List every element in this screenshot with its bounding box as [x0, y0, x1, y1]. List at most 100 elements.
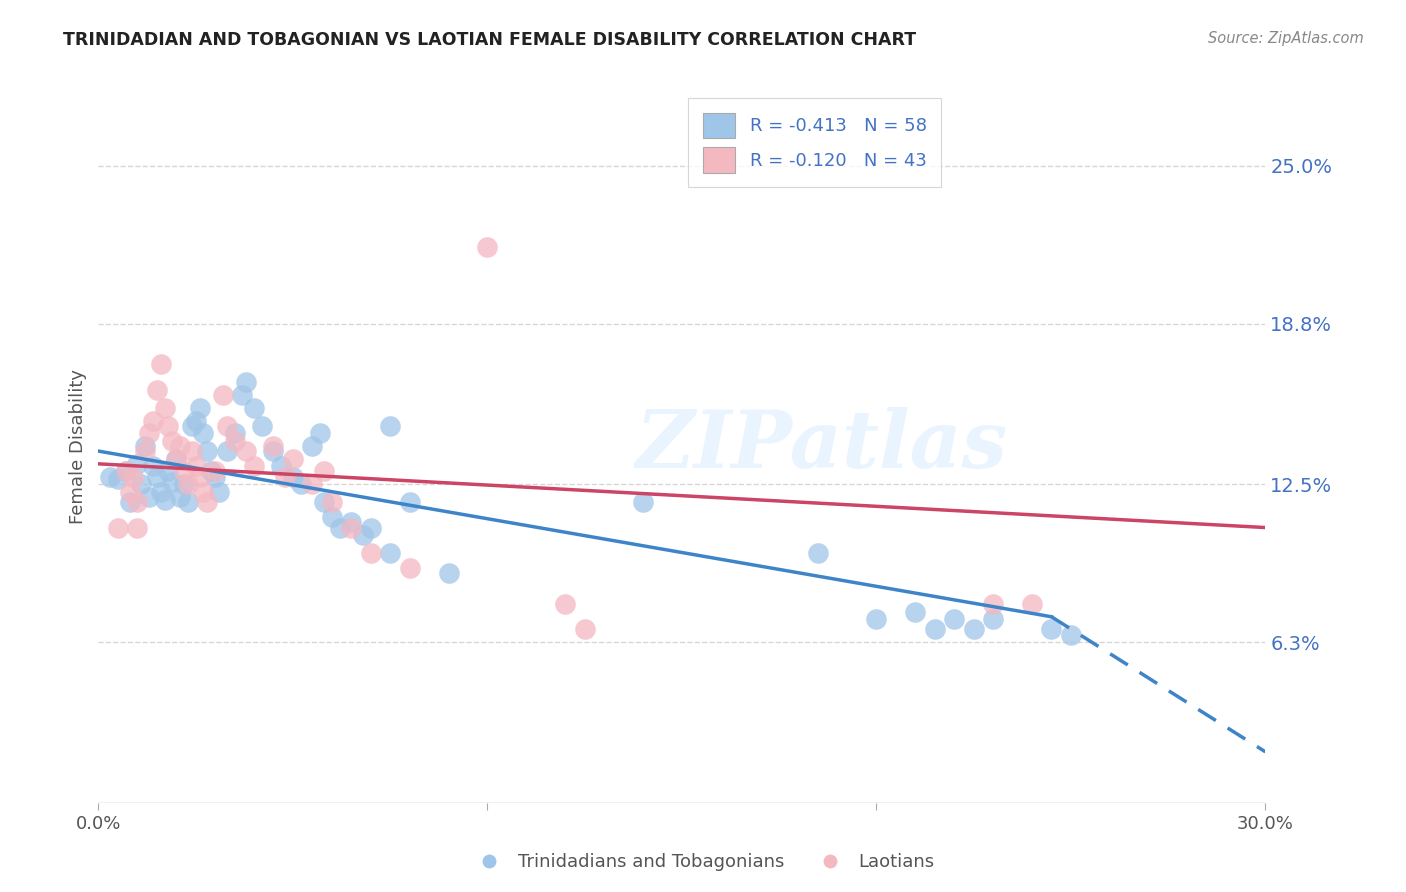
Point — [146, 383, 169, 397]
Point — [184, 413, 207, 427]
Point — [195, 444, 218, 458]
Point — [321, 495, 343, 509]
Point — [127, 520, 149, 534]
Point — [180, 418, 202, 433]
Point — [360, 546, 382, 560]
Point — [224, 434, 246, 448]
Point — [215, 444, 238, 458]
Point — [165, 451, 187, 466]
Point — [865, 612, 887, 626]
Point — [118, 484, 141, 499]
Point — [173, 477, 195, 491]
Point — [312, 465, 335, 479]
Point — [129, 477, 152, 491]
Point — [122, 469, 145, 483]
Point — [398, 561, 420, 575]
Point — [807, 546, 830, 560]
Point — [262, 439, 284, 453]
Point — [321, 510, 343, 524]
Point — [204, 469, 226, 483]
Point — [193, 426, 215, 441]
Point — [380, 418, 402, 433]
Point — [169, 490, 191, 504]
Point — [157, 418, 180, 433]
Point — [312, 495, 335, 509]
Point — [200, 465, 222, 479]
Point — [243, 401, 266, 415]
Point — [360, 520, 382, 534]
Point — [943, 612, 966, 626]
Point — [153, 492, 176, 507]
Point — [380, 546, 402, 560]
Point — [290, 477, 312, 491]
Point — [127, 495, 149, 509]
Point — [134, 439, 156, 453]
Point — [157, 465, 180, 479]
Point — [195, 495, 218, 509]
Point — [146, 469, 169, 483]
Y-axis label: Female Disability: Female Disability — [69, 368, 87, 524]
Point — [281, 451, 304, 466]
Point — [924, 623, 946, 637]
Point — [231, 388, 253, 402]
Point — [142, 413, 165, 427]
Point — [127, 457, 149, 471]
Point — [114, 465, 136, 479]
Point — [262, 444, 284, 458]
Point — [235, 444, 257, 458]
Point — [204, 465, 226, 479]
Point — [193, 484, 215, 499]
Legend: Trinidadians and Tobagonians, Laotians: Trinidadians and Tobagonians, Laotians — [464, 847, 942, 879]
Point — [250, 418, 273, 433]
Point — [352, 528, 374, 542]
Point — [177, 477, 200, 491]
Point — [107, 520, 129, 534]
Point — [329, 520, 352, 534]
Point — [162, 475, 184, 489]
Text: TRINIDADIAN AND TOBAGONIAN VS LAOTIAN FEMALE DISABILITY CORRELATION CHART: TRINIDADIAN AND TOBAGONIAN VS LAOTIAN FE… — [63, 31, 917, 49]
Point — [173, 465, 195, 479]
Point — [301, 477, 323, 491]
Point — [118, 495, 141, 509]
Point — [477, 240, 499, 254]
Point — [212, 388, 235, 402]
Point — [274, 469, 297, 483]
Point — [153, 401, 176, 415]
Point — [243, 459, 266, 474]
Point — [904, 605, 927, 619]
Point — [142, 459, 165, 474]
Point — [301, 439, 323, 453]
Point — [398, 495, 420, 509]
Point — [208, 484, 231, 499]
Point — [1021, 597, 1043, 611]
Point — [574, 623, 596, 637]
Point — [235, 376, 257, 390]
Point — [962, 623, 984, 637]
Point — [114, 465, 136, 479]
Point — [340, 520, 363, 534]
Point — [149, 484, 172, 499]
Point — [554, 597, 576, 611]
Point — [98, 469, 121, 483]
Point — [981, 597, 1004, 611]
Point — [215, 418, 238, 433]
Point — [165, 451, 187, 466]
Point — [224, 426, 246, 441]
Text: Source: ZipAtlas.com: Source: ZipAtlas.com — [1208, 31, 1364, 46]
Point — [1060, 627, 1083, 641]
Point — [437, 566, 460, 581]
Point — [184, 459, 207, 474]
Point — [138, 426, 160, 441]
Point — [188, 401, 211, 415]
Point — [270, 459, 292, 474]
Point — [162, 434, 184, 448]
Point — [981, 612, 1004, 626]
Point — [169, 439, 191, 453]
Legend: R = -0.413   N = 58, R = -0.120   N = 43: R = -0.413 N = 58, R = -0.120 N = 43 — [689, 98, 941, 187]
Point — [340, 516, 363, 530]
Point — [1040, 623, 1063, 637]
Text: ZIPatlas: ZIPatlas — [636, 408, 1008, 484]
Point — [134, 444, 156, 458]
Point — [107, 472, 129, 486]
Point — [309, 426, 332, 441]
